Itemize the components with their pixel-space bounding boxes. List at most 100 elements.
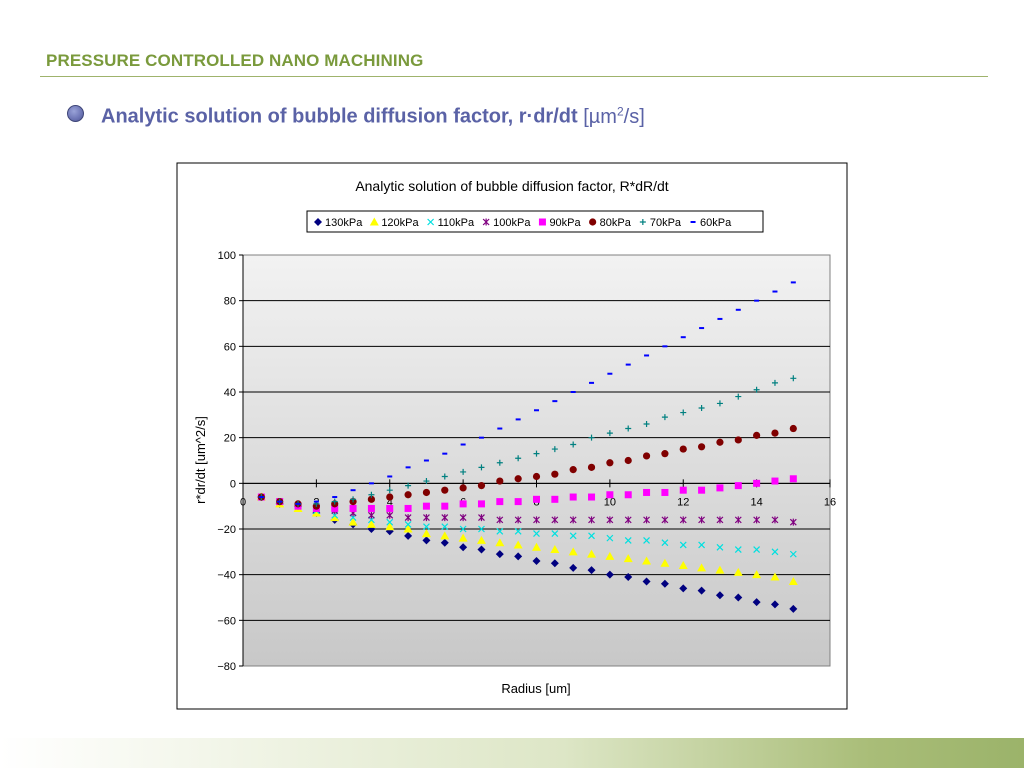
footer-band: [0, 738, 1024, 768]
data-point: [404, 504, 412, 512]
data-point: [532, 542, 541, 551]
data-point: [715, 565, 725, 574]
data-point: [679, 516, 687, 524]
data-point: [698, 516, 706, 524]
data-point: [569, 493, 577, 501]
legend-marker: [690, 221, 696, 223]
data-point: [515, 418, 521, 421]
data-point: [460, 468, 467, 475]
data-point: [460, 443, 466, 446]
data-point: [496, 459, 503, 466]
data-point: [405, 466, 411, 469]
data-point: [258, 496, 264, 499]
legend-label: 90kPa: [549, 217, 581, 229]
data-point: [642, 577, 651, 586]
data-point: [589, 381, 595, 384]
y-tick-label: 100: [218, 250, 236, 262]
x-tick-label: 10: [604, 496, 616, 508]
data-point: [679, 584, 688, 593]
data-point: [734, 593, 743, 602]
data-point: [644, 354, 650, 357]
data-point: [789, 604, 798, 613]
data-point: [496, 527, 504, 535]
data-point: [495, 550, 504, 559]
subtitle-unit-prefix: [µm: [583, 105, 617, 128]
legend-marker: [538, 218, 546, 226]
data-point: [790, 281, 796, 284]
data-point: [570, 391, 576, 393]
y-tick-label: 0: [230, 478, 236, 490]
data-point: [569, 466, 577, 474]
legend-item-90kPa: 90kPa: [538, 217, 582, 229]
subtitle-main-text: Analytic solution of bubble diffusion fa…: [101, 105, 578, 128]
data-point: [422, 502, 430, 510]
data-point: [661, 539, 669, 547]
legend-marker: [639, 219, 646, 225]
legend-item-70kPa: 70kPa: [639, 217, 682, 229]
data-point: [660, 558, 670, 567]
data-point: [277, 500, 283, 503]
data-point: [699, 327, 705, 330]
data-point: [423, 523, 430, 531]
data-point: [717, 317, 723, 320]
data-point: [459, 514, 467, 522]
data-point: [679, 541, 687, 549]
x-tick-label: 14: [751, 496, 763, 508]
y-axis-label: r*dr/dt [um^2/s]: [193, 416, 208, 504]
data-point: [716, 484, 724, 492]
data-point: [753, 431, 761, 439]
data-point: [423, 514, 430, 522]
data-point: [368, 482, 374, 485]
data-point: [423, 459, 429, 462]
chart-legend: [306, 210, 764, 233]
y-tick-label: −60: [217, 615, 236, 627]
y-tick-label: 80: [224, 296, 236, 308]
data-point: [349, 504, 357, 512]
data-point: [367, 511, 375, 519]
data-point: [331, 498, 338, 505]
data-point: [514, 498, 522, 506]
data-point: [477, 482, 486, 490]
data-point: [348, 517, 358, 526]
data-point: [716, 516, 724, 524]
data-point: [587, 566, 596, 575]
data-point: [770, 600, 779, 609]
subtitle-unit: [µm2/s]: [583, 104, 645, 128]
data-point: [771, 548, 779, 556]
data-point: [533, 450, 540, 457]
data-point: [532, 556, 541, 565]
data-point: [514, 552, 523, 561]
data-point: [332, 496, 338, 499]
data-point: [387, 475, 393, 478]
data-point: [551, 495, 559, 503]
data-point: [625, 363, 631, 366]
data-point: [624, 536, 632, 544]
data-point: [623, 554, 633, 563]
data-point: [772, 290, 778, 293]
data-point: [385, 522, 395, 531]
data-point: [661, 488, 669, 496]
chart-title: Analytic solution of bubble diffusion fa…: [355, 178, 668, 194]
data-point: [386, 511, 394, 519]
data-point: [533, 495, 540, 503]
data-point: [405, 482, 412, 489]
data-point: [513, 540, 523, 549]
data-point: [404, 521, 412, 528]
data-point: [643, 536, 650, 544]
data-point: [752, 598, 761, 607]
data-point: [404, 531, 413, 540]
data-point: [569, 532, 577, 540]
data-point: [698, 486, 706, 494]
data-point: [330, 513, 340, 522]
x-tick-label: 4: [387, 496, 393, 508]
data-point: [422, 488, 431, 497]
data-point: [459, 484, 467, 492]
data-point: [514, 516, 522, 524]
data-point: [661, 450, 669, 458]
data-point: [514, 475, 522, 483]
data-point: [733, 567, 743, 576]
data-point: [367, 504, 375, 512]
data-point: [404, 514, 412, 522]
data-point: [550, 545, 560, 554]
legend-label: 60kPa: [700, 217, 732, 229]
